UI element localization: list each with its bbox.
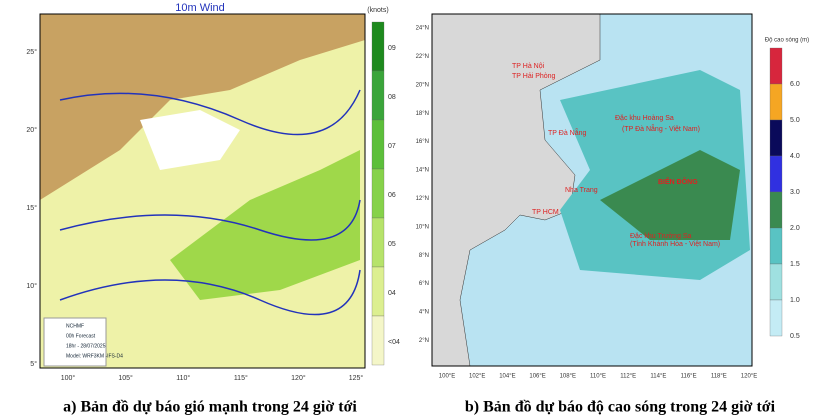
lon-label: 116°E bbox=[681, 374, 697, 380]
lat-label: 10°N bbox=[416, 224, 429, 230]
colorbar-label: 1.5 bbox=[790, 261, 800, 268]
lon-label: 100°E bbox=[439, 374, 455, 380]
colorbar-segment bbox=[371, 168, 385, 219]
colorbar-segment bbox=[769, 155, 783, 193]
colorbar-segment bbox=[371, 21, 385, 72]
colorbar-segment bbox=[769, 299, 783, 337]
lon-label: 110° bbox=[176, 374, 190, 382]
wave-zone-high bbox=[600, 150, 740, 240]
info-text: 18hr - 28/07/2025 bbox=[66, 343, 106, 349]
lat-label: 12°N bbox=[416, 196, 429, 202]
lat-label: 24°N bbox=[416, 26, 429, 32]
colorbar-segment bbox=[769, 263, 783, 301]
lon-label: 115° bbox=[234, 374, 248, 382]
lon-label: 112°E bbox=[620, 374, 636, 380]
colorbar-segment bbox=[371, 315, 385, 366]
place-label: Đặc khu Hoàng Sa bbox=[615, 115, 674, 122]
colorbar-label: 06 bbox=[388, 192, 396, 199]
colorbar-label: <04 bbox=[388, 339, 400, 346]
colorbar-segment bbox=[371, 119, 385, 170]
place-label: Đặc khu Trường Sa bbox=[630, 233, 692, 240]
info-text: NCHMF bbox=[66, 323, 84, 329]
place-label: TP Hà Nội bbox=[512, 63, 545, 70]
lat-label: 25° bbox=[26, 48, 37, 56]
colorbar-segment bbox=[371, 266, 385, 317]
land bbox=[431, 13, 601, 367]
colorbar-label: 08 bbox=[388, 94, 396, 101]
lon-label: 102°E bbox=[469, 374, 485, 380]
lon-label: 104°E bbox=[499, 374, 515, 380]
colorbar-label: 4.0 bbox=[790, 153, 800, 160]
colorbar-segment bbox=[769, 83, 783, 121]
place-label: TP HCM bbox=[532, 209, 559, 216]
lat-label: 4°N bbox=[419, 310, 429, 316]
place-label: Nha Trang bbox=[565, 187, 598, 194]
map-title: 10m Wind bbox=[175, 2, 225, 14]
colorbar-label: 0.5 bbox=[790, 333, 800, 340]
isobar bbox=[59, 269, 361, 316]
colorbar-segment bbox=[769, 227, 783, 265]
lon-label: 120°E bbox=[741, 374, 757, 380]
lat-label: 20°N bbox=[416, 82, 429, 88]
strong-wind-zone bbox=[170, 150, 360, 300]
caption: b) Bản đồ dự báo độ cao sóng trong 24 gi… bbox=[465, 399, 776, 416]
lat-label: 20° bbox=[26, 126, 37, 134]
lat-label: 16°N bbox=[416, 139, 429, 145]
lat-label: 22°N bbox=[416, 54, 429, 60]
place-label: TP Đà Nẵng bbox=[548, 128, 586, 137]
place-label: (TP Đà Nẵng - Việt Nam) bbox=[622, 124, 700, 133]
lon-label: 108°E bbox=[560, 374, 576, 380]
caption: a) Bản đồ dự báo gió mạnh trong 24 giờ t… bbox=[63, 399, 357, 416]
map-b-frame bbox=[431, 13, 753, 367]
map-a-frame bbox=[39, 13, 366, 369]
lon-label: 120° bbox=[291, 374, 306, 382]
info-box bbox=[43, 317, 107, 367]
lon-label: 105° bbox=[118, 374, 133, 382]
lon-label: 125° bbox=[349, 374, 364, 382]
lon-label: 118°E bbox=[711, 374, 727, 380]
colorbar-unit: (knots) bbox=[367, 7, 388, 14]
colorbar-label: 3.0 bbox=[790, 189, 800, 196]
colorbar-segment bbox=[769, 119, 783, 157]
colorbar-label: 07 bbox=[388, 143, 396, 150]
colorbar-segment bbox=[371, 70, 385, 121]
calm-zone bbox=[140, 110, 240, 170]
colorbar-label: 6.0 bbox=[790, 81, 800, 88]
colorbar-title: Độ cao sóng (m) bbox=[765, 38, 809, 44]
place-label: TP Hải Phòng bbox=[512, 73, 556, 80]
lat-label: 8°N bbox=[419, 253, 429, 259]
lat-label: 5° bbox=[30, 360, 37, 368]
lat-label: 18°N bbox=[416, 111, 429, 117]
colorbar-label: 2.0 bbox=[790, 225, 800, 232]
colorbar-label: 05 bbox=[388, 241, 396, 248]
colorbar-segment bbox=[769, 191, 783, 229]
lat-label: 14°N bbox=[416, 168, 429, 174]
lat-label: 2°N bbox=[419, 338, 429, 344]
colorbar-segment bbox=[769, 47, 783, 85]
lat-label: 10° bbox=[26, 282, 37, 290]
info-text: Model: WRF3KM -IFS-D4 bbox=[66, 353, 123, 359]
lon-label: 100° bbox=[61, 374, 76, 382]
place-label: (Tỉnh Khánh Hòa - Việt Nam) bbox=[630, 240, 720, 248]
lon-label: 114°E bbox=[650, 374, 666, 380]
lat-label: 6°N bbox=[419, 281, 429, 287]
colorbar-label: 1.0 bbox=[790, 297, 800, 304]
info-text: 00h Forecast bbox=[66, 333, 96, 339]
colorbar-label: 09 bbox=[388, 45, 396, 52]
colorbar-label: 04 bbox=[388, 290, 396, 297]
lat-label: 15° bbox=[26, 204, 37, 212]
place-label: BIỂN ĐÔNG bbox=[658, 177, 698, 186]
isobar bbox=[59, 89, 361, 136]
isobar bbox=[59, 199, 361, 241]
colorbar-label: 5.0 bbox=[790, 117, 800, 124]
lon-label: 110°E bbox=[590, 374, 606, 380]
lon-label: 106°E bbox=[529, 374, 545, 380]
colorbar-segment bbox=[371, 217, 385, 268]
